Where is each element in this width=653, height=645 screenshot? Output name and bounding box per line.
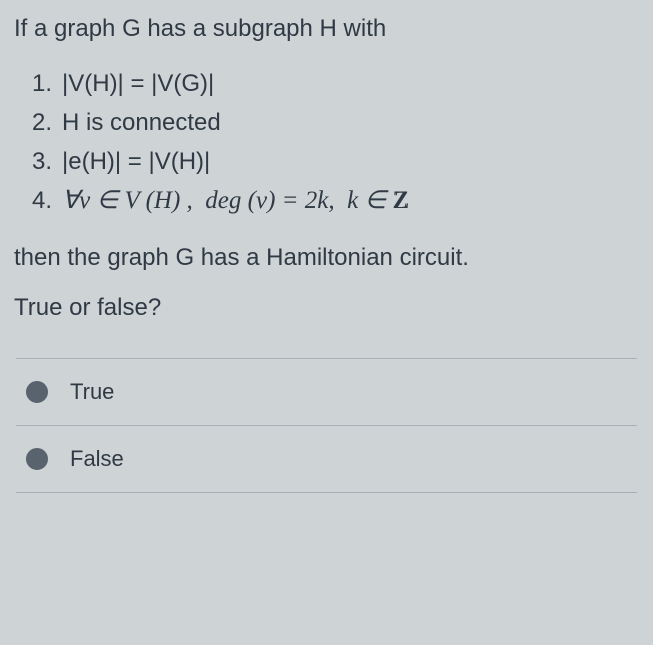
conditions-list: 1. |V(H)| = |V(G)| 2. H is connected 3. … — [14, 65, 639, 221]
condition-num: 1. — [32, 65, 62, 102]
condition-3: 3. |e(H)| = |V(H)| — [32, 143, 639, 180]
condition-2: 2. H is connected — [32, 104, 639, 141]
option-true[interactable]: True — [16, 359, 637, 425]
condition-text: H is connected — [62, 104, 221, 141]
condition-text: |e(H)| = |V(H)| — [62, 143, 210, 180]
options-group: True False — [16, 358, 637, 493]
condition-4: 4. ∀v ∈ V (H) , deg (v) = 2k, k ∈ Z — [32, 182, 639, 221]
radio-icon[interactable] — [26, 381, 48, 403]
condition-num: 3. — [32, 143, 62, 180]
radio-icon[interactable] — [26, 448, 48, 470]
option-label: True — [70, 379, 114, 405]
condition-num: 2. — [32, 104, 62, 141]
divider — [16, 492, 637, 493]
condition-1: 1. |V(H)| = |V(G)| — [32, 65, 639, 102]
option-false[interactable]: False — [16, 426, 637, 492]
question-conclusion: then the graph G has a Hamiltonian circu… — [14, 241, 639, 276]
condition-text: ∀v ∈ V (H) , deg (v) = 2k, k ∈ Z — [62, 182, 408, 221]
condition-text: |V(H)| = |V(G)| — [62, 65, 214, 102]
condition-num: 4. — [32, 182, 62, 219]
option-label: False — [70, 446, 124, 472]
question-prompt: True or false? — [14, 294, 639, 322]
question-intro: If a graph G has a subgraph H with — [14, 12, 639, 47]
